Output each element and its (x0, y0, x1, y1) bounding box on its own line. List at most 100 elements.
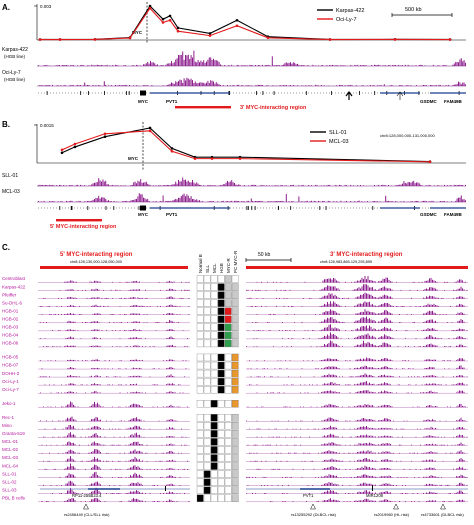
signal-bar (337, 65, 339, 66)
signal-bar (104, 368, 106, 370)
signal-bar (432, 459, 433, 462)
signal-bar (128, 427, 130, 430)
signal-bar (167, 406, 169, 408)
signal-bar (194, 200, 196, 202)
series-point (235, 24, 239, 28)
signal-bar (391, 484, 393, 486)
signal-bar (137, 375, 139, 378)
signal-bar (188, 306, 190, 307)
signal-bar (252, 306, 253, 307)
signal-bar (466, 436, 468, 438)
signal-bar (465, 420, 466, 422)
signal-bar (385, 317, 387, 323)
signal-bar (433, 303, 435, 307)
signal-bar (325, 443, 327, 446)
signal-bar (95, 391, 97, 394)
signal-bar (99, 198, 101, 202)
signal-bar (44, 376, 46, 378)
signal-bar (379, 313, 381, 315)
signal-bar (279, 368, 280, 369)
signal-bar (459, 279, 460, 283)
matrix-cell (196, 385, 204, 394)
signal-bar (65, 436, 67, 438)
signal-bar (405, 360, 406, 361)
signal-bar (321, 444, 322, 446)
signal-bar (430, 185, 431, 186)
signal-bar (438, 338, 439, 339)
signal-bar (319, 360, 321, 361)
signal-bar (179, 406, 181, 408)
signal-bar (302, 201, 304, 202)
signal-bar (280, 444, 282, 446)
signal-bar (336, 304, 337, 307)
panel-b-gene-pvt1: PVT1 (166, 212, 178, 217)
signal-bar (367, 358, 369, 361)
signal-bar (327, 418, 328, 422)
signal-bar (169, 280, 170, 283)
signal-bar (85, 436, 86, 438)
series-point (168, 18, 172, 22)
signal-bar (179, 493, 181, 494)
signal-bar (170, 281, 172, 283)
signal-bar (379, 452, 381, 454)
series-point (328, 38, 332, 41)
signal-bar (70, 321, 71, 323)
signal-bar (91, 392, 92, 394)
signal-bar (330, 309, 331, 315)
signal-bar (321, 392, 322, 394)
signal-bar (414, 376, 415, 378)
signal-bar (140, 500, 142, 502)
signal-bar (104, 306, 106, 307)
signal-bar (340, 444, 342, 446)
signal-bar (115, 330, 116, 331)
matrix-cell (217, 331, 225, 340)
signal-bar (459, 419, 460, 422)
signal-bar (73, 466, 74, 470)
signal-bar (342, 484, 343, 486)
signal-bar (211, 80, 213, 86)
signal-bar (433, 337, 435, 339)
signal-bar (79, 376, 80, 378)
signal-bar (379, 201, 381, 202)
signal-bar (137, 490, 139, 494)
signal-bar (349, 392, 351, 394)
signal-bar (447, 360, 448, 361)
signal-bar (265, 306, 267, 307)
signal-bar (414, 477, 415, 478)
signal-bar (327, 317, 328, 323)
signal-bar (463, 420, 465, 422)
signal-bar (262, 85, 263, 86)
signal-bar (358, 368, 360, 370)
signal-bar (336, 475, 337, 478)
signal-bar (101, 297, 103, 299)
signal-bar (373, 320, 375, 323)
signal-bar (88, 185, 90, 186)
signal-bar (110, 314, 112, 315)
signal-bar (373, 476, 375, 478)
signal-bar (142, 460, 143, 462)
signal-bar (459, 466, 460, 470)
signal-bar (334, 311, 336, 315)
signal-bar (424, 85, 426, 86)
signal-bar (387, 491, 388, 494)
signal-bar (354, 500, 355, 502)
signal-bar (361, 426, 363, 430)
signal-bar (451, 444, 453, 446)
signal-bar (324, 383, 325, 386)
signal-bar (429, 500, 430, 502)
signal-bar (214, 60, 216, 66)
exon-mark (128, 91, 130, 95)
signal-bar (118, 477, 119, 478)
signal-bar (391, 392, 393, 394)
signal-bar (331, 442, 333, 446)
signal-bar (169, 451, 170, 454)
matrix-cell (224, 369, 232, 378)
signal-bar (442, 314, 444, 315)
signal-bar (372, 500, 373, 502)
signal-bar (91, 330, 92, 331)
signal-bar (252, 493, 253, 494)
signal-bar (46, 444, 47, 446)
signal-bar (307, 428, 309, 430)
signal-bar (391, 368, 393, 369)
signal-bar (137, 459, 139, 462)
